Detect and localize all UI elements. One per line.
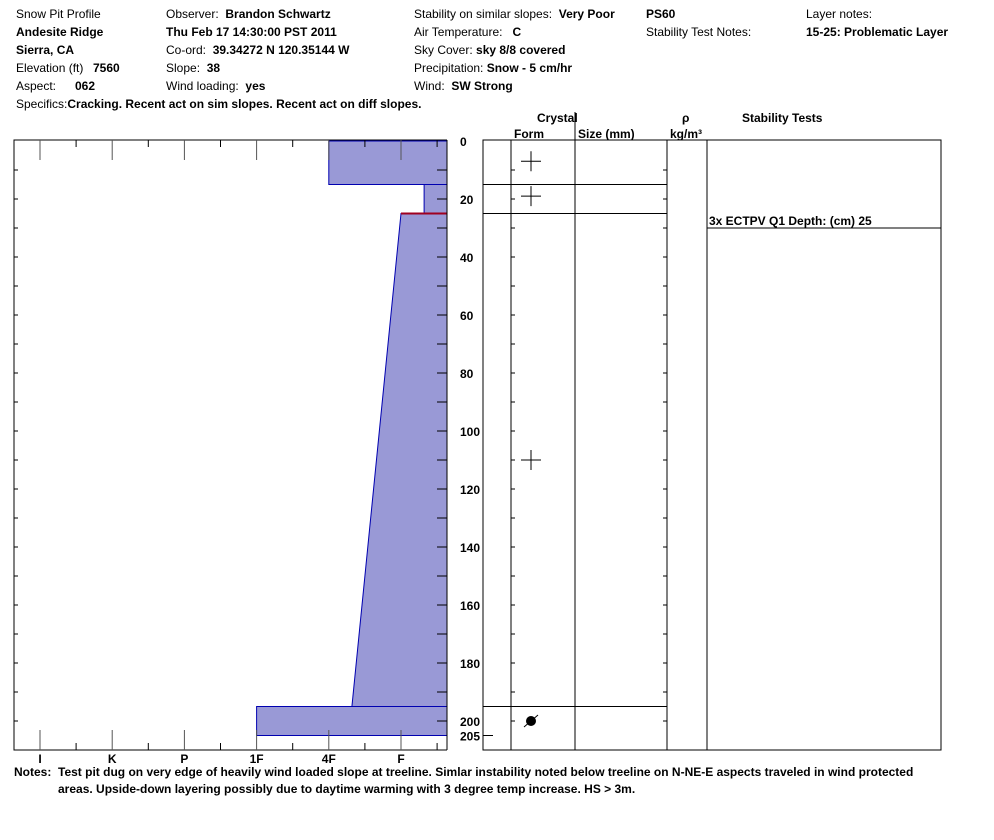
depth-label: 140 [460, 541, 480, 555]
elevation-value: 7560 [93, 61, 120, 75]
sky-value: sky 8/8 covered [476, 43, 566, 57]
depth-label: 120 [460, 483, 480, 497]
slope: Slope: 38 [166, 61, 220, 75]
notes-label: Notes: [14, 765, 52, 779]
depth-label: 0 [460, 135, 467, 149]
sky-label: Sky Cover: [414, 43, 473, 57]
specifics-label: Specifics: [16, 97, 68, 111]
air-temp-label: Air Temperature: [414, 25, 503, 39]
specifics: Specifics:Cracking. Recent act on sim sl… [16, 97, 421, 111]
hardness-label: I [38, 752, 41, 766]
depth-label: 80 [460, 367, 474, 381]
region: Sierra, CA [16, 43, 75, 57]
observer: Observer: Brandon Schwartz [166, 7, 331, 21]
hardness-label: F [397, 752, 404, 766]
air-temp-value: C [512, 25, 522, 39]
notes-line-1: Test pit dug on very edge of heavily win… [58, 765, 914, 779]
hardness-label: P [180, 752, 188, 766]
ps-value: PS60 [646, 7, 676, 21]
hardness-layer-0 [328, 140, 448, 185]
wind-loading-value: yes [245, 79, 266, 93]
layer-notes-label: Layer notes: [806, 7, 873, 21]
notes: Notes: Test pit dug on very edge of heav… [14, 765, 913, 779]
stability-label: Stability on similar slopes: [414, 7, 553, 21]
depth-label: 200 [460, 715, 480, 729]
rho-unit-header: kg/m³ [670, 127, 703, 141]
wind-loading-label: Wind loading: [166, 79, 239, 93]
datetime: Thu Feb 17 14:30:00 PST 2011 [166, 25, 337, 39]
aspect-value: 062 [75, 79, 96, 93]
layer-notes-value: 15-25: Problematic Layer [806, 25, 949, 39]
depth-label: 40 [460, 251, 474, 265]
hardness-plot-frame [13, 139, 447, 751]
sky-cover: Sky Cover: sky 8/8 covered [414, 43, 565, 57]
observer-label: Observer: [166, 7, 219, 21]
crystal-plus-icon [521, 186, 541, 207]
stability-value: Very Poor [558, 7, 615, 21]
stability-tests-header: Stability Tests [742, 111, 823, 125]
specifics-value: Cracking. Recent act on sim slopes. Rece… [67, 97, 422, 111]
depth-label: 60 [460, 309, 474, 323]
coord-label: Co-ord: [166, 43, 207, 57]
wind-loading: Wind loading: yes [166, 79, 265, 93]
location: Andesite Ridge [16, 25, 104, 39]
observer-value: Brandon Schwartz [225, 7, 331, 21]
precip-value: Snow - 5 cm/hr [486, 61, 573, 75]
wind: Wind: SW Strong [414, 79, 513, 93]
crystal-plus-icon [521, 450, 541, 470]
depth-label: 180 [460, 657, 480, 671]
crystal-plus-icon [521, 151, 541, 172]
air-temp: Air Temperature: C [414, 25, 521, 39]
wind-label: Wind: [414, 79, 445, 93]
slope-label: Slope: [166, 61, 201, 75]
slope-value: 38 [206, 61, 221, 75]
rho-header: ρ [682, 111, 690, 125]
stability-test-label: 3x ECTPV Q1 Depth: (cm) 25 [709, 214, 872, 228]
depth-label: 20 [460, 193, 474, 207]
elevation-label: Elevation (ft) [16, 61, 84, 75]
profile-title: Snow Pit Profile [16, 7, 101, 21]
hardness-layer-3 [256, 706, 448, 736]
aspect-label: Aspect: [16, 79, 57, 93]
precipitation: Precipitation: Snow - 5 cm/hr [414, 61, 572, 75]
coord: Co-ord: 39.34272 N 120.35144 W [166, 43, 349, 57]
hardness-label: 4F [322, 752, 336, 766]
coord-value: 39.34272 N 120.35144 W [212, 43, 350, 57]
crystal-melt-freeze-slash [523, 714, 539, 728]
stability-test-notes-label: Stability Test Notes: [646, 25, 752, 39]
precip-label: Precipitation: [414, 61, 484, 75]
depth-label: 160 [460, 599, 480, 613]
form-header: Form [514, 127, 544, 141]
hardness-label: 1F [250, 752, 264, 766]
hardness-label: K [108, 752, 117, 766]
stability: Stability on similar slopes: Very Poor [414, 7, 615, 21]
depth-label: 205 [460, 730, 480, 744]
notes-line-2: areas. Upside-down layering possibly due… [58, 782, 636, 796]
size-header: Size (mm) [578, 127, 635, 141]
hardness-layer-2 [351, 213, 448, 707]
wind-value: SW Strong [451, 79, 513, 93]
depth-label: 100 [460, 425, 480, 439]
layer-table-frame [482, 139, 942, 751]
crystal-header: Crystal [537, 111, 578, 125]
